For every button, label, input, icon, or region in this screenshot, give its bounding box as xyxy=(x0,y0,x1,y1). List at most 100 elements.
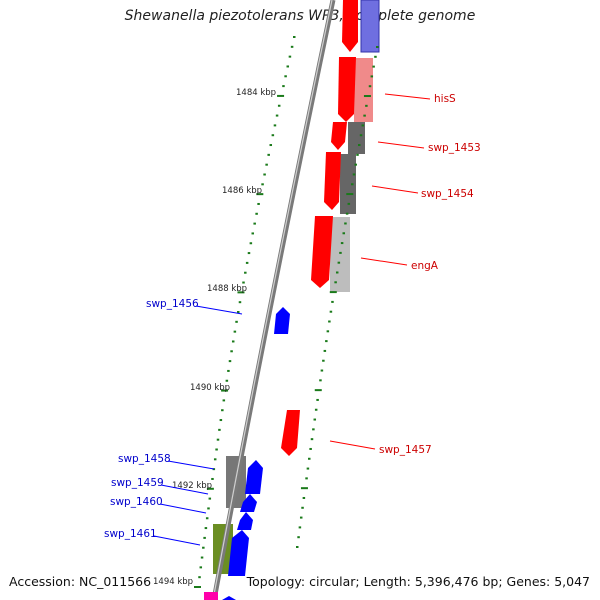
scale-tick xyxy=(261,183,264,186)
scale-tick xyxy=(242,281,245,284)
scale-tick xyxy=(255,212,258,215)
scale-tick xyxy=(200,556,204,559)
scale-label: 1490 kbp xyxy=(190,383,230,393)
genome-backbone-highlight xyxy=(212,0,333,600)
scale-tick xyxy=(204,527,208,530)
scale-tick xyxy=(245,261,249,264)
scale-tick xyxy=(257,202,260,205)
scale-tick xyxy=(213,458,217,461)
scale-tick xyxy=(342,232,346,235)
scale-tick xyxy=(230,350,233,353)
scale-tick xyxy=(316,398,319,401)
scale-tick xyxy=(275,114,279,117)
forward-gene-labels: hisS swp_1453 swp_1454 engA swp_1457 xyxy=(329,93,481,456)
scale-label: 1484 kbp xyxy=(236,88,276,98)
scale-tick xyxy=(277,94,285,97)
scale-tick xyxy=(273,124,277,127)
scale-tick xyxy=(331,300,334,303)
scale-tick xyxy=(302,496,306,499)
scale-tick xyxy=(218,428,221,431)
scale-tick xyxy=(263,173,266,176)
scale-tick xyxy=(228,360,232,363)
scale-tick xyxy=(323,349,327,352)
forward-cds-arrow xyxy=(338,57,356,122)
scale-tick xyxy=(269,144,273,147)
scale-tick xyxy=(267,153,270,156)
scale-ticks xyxy=(194,36,379,588)
scale-label: 1488 kbp xyxy=(207,284,247,294)
scale-tick xyxy=(221,389,229,392)
scale-tick xyxy=(305,477,308,480)
gene-label-swp_1459: swp_1459 xyxy=(111,477,164,489)
reverse-cds-arrow xyxy=(274,307,290,334)
scale-tick xyxy=(211,477,214,480)
scale-tick xyxy=(233,330,237,333)
gene-leader-line xyxy=(159,503,207,514)
scale-tick xyxy=(194,586,201,588)
scale-tick xyxy=(237,291,245,294)
track-box xyxy=(340,154,356,214)
scale-tick xyxy=(300,487,308,490)
scale-tick xyxy=(231,340,235,343)
scale-tick xyxy=(322,359,325,362)
scale-tick xyxy=(354,163,357,166)
topology-text: Topology: circular; Length: 5,396,476 bp… xyxy=(246,574,590,589)
genome-backbone xyxy=(211,0,336,600)
scale-tick xyxy=(221,409,224,412)
gene-label-swp_1461: swp_1461 xyxy=(104,528,157,540)
scale-tick xyxy=(328,320,331,323)
genome-title: Shewanella piezotolerans WP3, complete g… xyxy=(124,8,476,24)
scale-tick xyxy=(207,507,210,510)
scale-tick xyxy=(235,320,238,323)
scale-tick xyxy=(306,467,310,470)
scale-tick xyxy=(198,576,201,579)
scale-tick xyxy=(219,419,223,422)
scale-tick xyxy=(312,428,315,431)
scale-label: 1492 kbp xyxy=(172,481,212,491)
scale-tick xyxy=(376,46,379,48)
track-box xyxy=(354,58,373,122)
scale-tick xyxy=(297,536,300,539)
gene-leader-line xyxy=(153,535,201,546)
scale-tick xyxy=(225,379,229,382)
scale-tick xyxy=(299,516,303,519)
scale-labels: 1484 kbp 1486 kbp 1488 kbp 1490 kbp 1492… xyxy=(153,88,276,587)
scale-tick xyxy=(335,271,339,274)
scale-tick xyxy=(363,95,371,98)
scale-tick xyxy=(298,526,302,529)
scale-tick xyxy=(372,65,375,68)
gene-label-hisS: hisS xyxy=(434,93,456,105)
gene-leader-line xyxy=(371,185,419,194)
forward-cds-arrow xyxy=(204,592,218,600)
gene-leader-line xyxy=(160,484,209,495)
scale-tick xyxy=(253,222,256,225)
scale-tick xyxy=(329,310,333,313)
gene-label-swp_1457: swp_1457 xyxy=(379,444,432,456)
scale-tick xyxy=(340,242,344,245)
gene-leader-line xyxy=(360,257,408,266)
reverse-cds xyxy=(222,307,290,600)
scale-tick xyxy=(345,212,349,215)
reverse-cds-arrow xyxy=(240,494,257,512)
scale-tick xyxy=(202,546,205,549)
scale-tick xyxy=(352,173,356,176)
scale-tick xyxy=(203,536,206,539)
scale-tick xyxy=(247,252,251,255)
scale-tick xyxy=(216,438,220,441)
scale-tick xyxy=(256,193,264,196)
track-box xyxy=(360,0,380,53)
scale-tick xyxy=(370,75,374,78)
scale-tick xyxy=(301,506,304,509)
scale-tick xyxy=(374,55,377,58)
gene-label-swp_1460: swp_1460 xyxy=(110,496,163,508)
scale-tick xyxy=(326,330,330,333)
scale-tick xyxy=(361,124,365,127)
reverse-gene-labels: swp_1456 swp_1458 swp_1459 swp_1460 swp_… xyxy=(104,298,243,546)
scale-tick xyxy=(237,311,240,313)
scale-tick xyxy=(205,517,209,520)
scale-tick xyxy=(288,55,292,58)
scale-tick xyxy=(310,438,314,441)
reverse-cds-arrow xyxy=(245,460,263,494)
track-box xyxy=(330,217,350,292)
scale-tick xyxy=(251,232,255,235)
